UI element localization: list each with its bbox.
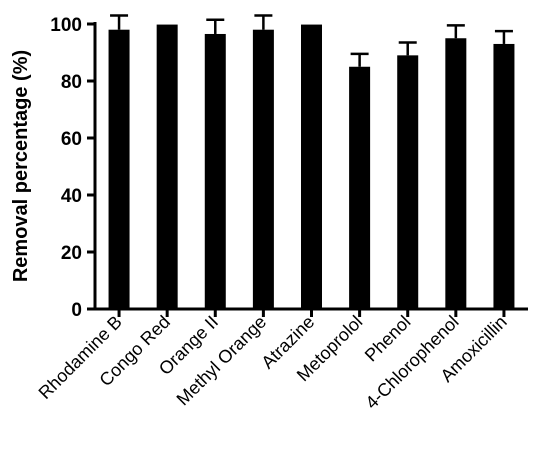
y-tick-label: 60 [61, 129, 82, 150]
y-tick-label: 80 [61, 72, 82, 93]
bar [252, 29, 274, 309]
bar [108, 29, 130, 309]
bars [108, 24, 515, 309]
y-tick-label: 40 [61, 186, 82, 207]
error-bars [110, 14, 513, 67]
bar [156, 24, 178, 309]
x-tick-label: Rhodamine B [35, 312, 126, 403]
y-tick-label: 0 [71, 300, 82, 321]
bar [204, 33, 226, 309]
bar [301, 24, 322, 309]
bar [445, 38, 467, 309]
y-tick-label: 20 [61, 243, 82, 264]
y-axis-label: Removal percentage (%) [10, 50, 32, 282]
y-tick-label: 100 [50, 15, 82, 36]
bar [397, 55, 419, 309]
bar [493, 43, 515, 309]
y-axis-ticks: 0 20 40 60 80 100 [50, 15, 95, 321]
bar [349, 66, 371, 309]
